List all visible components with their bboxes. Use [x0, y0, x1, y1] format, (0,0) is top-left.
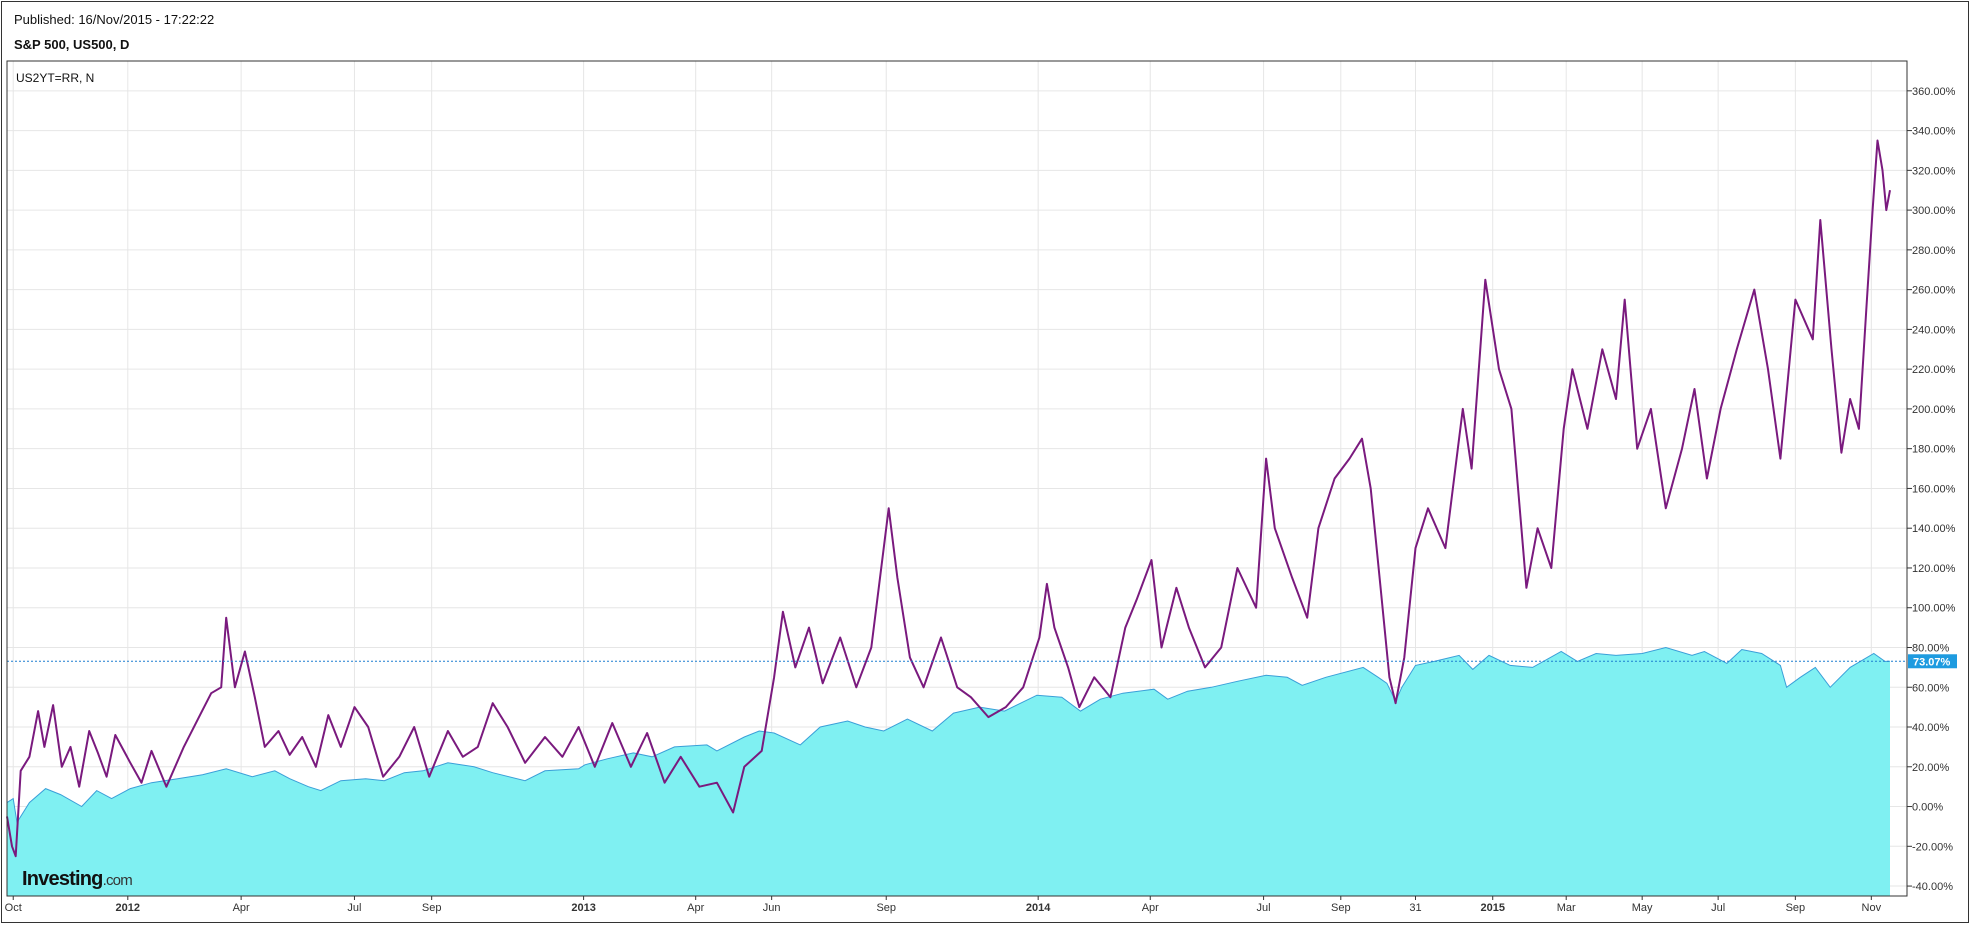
y-tick-label: 180.00%	[1912, 444, 1956, 456]
x-tick-label: 2015	[1480, 902, 1504, 914]
x-tick-label: Jun	[763, 902, 781, 914]
y-tick-label: 260.00%	[1912, 285, 1956, 297]
y-tick-label: 220.00%	[1912, 364, 1956, 376]
y-tick-label: 140.00%	[1912, 523, 1956, 535]
y-tick-label: 280.00%	[1912, 245, 1956, 257]
plot-border	[6, 60, 1908, 897]
x-tick-label: Jul	[1711, 902, 1725, 914]
published-timestamp: Published: 16/Nov/2015 - 17:22:22	[14, 12, 215, 27]
y-tick-label: 200.00%	[1912, 404, 1956, 416]
x-tick-label: Sep	[876, 902, 896, 914]
x-tick-label: 2012	[116, 902, 140, 914]
x-tick-label: Sep	[422, 902, 442, 914]
us2yt-series	[6, 139, 1891, 858]
y-tick-label: 320.00%	[1912, 165, 1956, 177]
y-tick-label: -40.00%	[1912, 881, 1953, 893]
y-tick-label: 300.00%	[1912, 205, 1956, 217]
x-tick-label: Jul	[347, 902, 361, 914]
investing-logo: Investing.com	[22, 868, 133, 890]
y-tick-label: -20.00%	[1912, 841, 1953, 853]
y-tick-label: 80.00%	[1912, 642, 1950, 654]
y-tick-label: 360.00%	[1912, 86, 1956, 98]
x-tick-label: Oct	[5, 902, 22, 914]
x-tick-label: 2013	[571, 902, 595, 914]
current-value-marker: 73.07%	[7, 654, 1957, 669]
x-tick-label: May	[1632, 902, 1653, 914]
y-tick-label: 0.00%	[1912, 802, 1943, 814]
logo-brand: Investing	[22, 868, 103, 890]
us2yt-line	[6, 139, 1891, 858]
x-tick-label: Sep	[1331, 902, 1351, 914]
x-tick-label: Jul	[1257, 902, 1271, 914]
x-tick-label: Apr	[687, 902, 704, 914]
x-tick-label: Apr	[1142, 902, 1159, 914]
x-tick-label: Apr	[233, 902, 250, 914]
sp500-series	[6, 646, 1891, 896]
sp500-area	[7, 647, 1890, 896]
symbol-title: S&P 500, US500, D	[14, 37, 130, 52]
svg-text:Investing.com: Investing.com	[22, 868, 132, 890]
legend-us2yt: US2YT=RR, N	[16, 71, 94, 85]
x-tick-label: 31	[1409, 902, 1421, 914]
y-tick-label: 160.00%	[1912, 483, 1956, 495]
y-axis: 360.00% 340.00% 320.00% 300.00% 280.00% 260.0…	[1907, 86, 1956, 893]
current-value-badge	[1908, 654, 1957, 669]
y-tick-label: 100.00%	[1912, 603, 1956, 615]
x-tick-label: Sep	[1786, 902, 1806, 914]
x-axis: Oct 2012 Apr Jul Sep 2013 Apr Jun Sep 2014 Apr Jul S…	[5, 896, 1882, 914]
y-tick-label: 20.00%	[1912, 762, 1950, 774]
y-tick-label: 240.00%	[1912, 324, 1956, 336]
sp500-line	[6, 646, 1891, 824]
y-tick-label: 60.00%	[1912, 682, 1950, 694]
x-tick-label: 2014	[1026, 902, 1051, 914]
x-tick-label: Nov	[1862, 902, 1882, 914]
logo-suffix: .com	[103, 872, 133, 889]
current-value-label: 73.07%	[1913, 656, 1951, 668]
y-tick-label: 40.00%	[1912, 722, 1950, 734]
y-tick-label: 340.00%	[1912, 126, 1956, 138]
y-tick-label: 120.00%	[1912, 563, 1956, 575]
x-tick-label: Mar	[1557, 902, 1576, 914]
